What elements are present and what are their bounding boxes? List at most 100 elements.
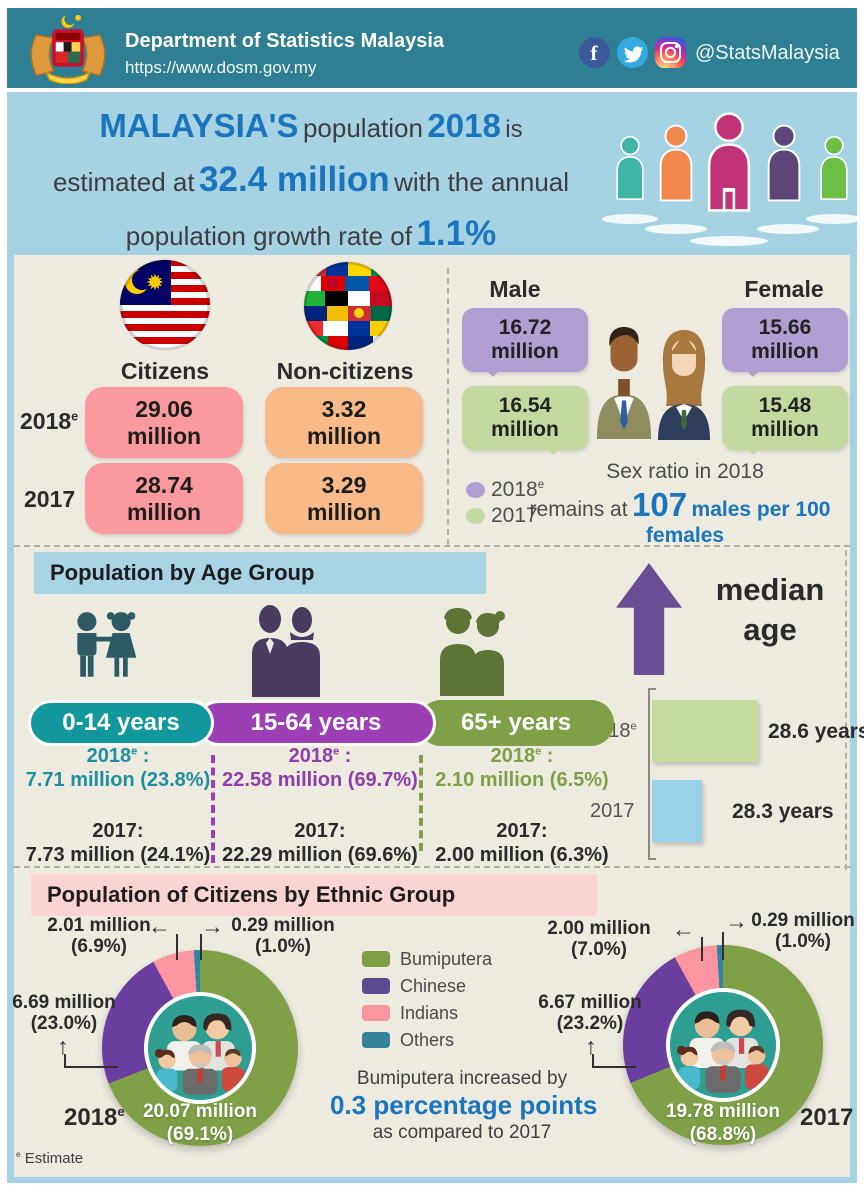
hero-line-2: estimated at 32.4 million with the annua… (52, 160, 570, 199)
median-bar-2017 (652, 780, 702, 842)
twitter-icon[interactable] (617, 37, 648, 68)
legend-2017-label: 2017 (491, 504, 538, 527)
legend-bumiputera-swatch (362, 951, 390, 967)
world-flags-globe-icon (303, 261, 393, 356)
ethnic-section-title-band: Population of Citizens by Ethnic Group (31, 874, 597, 916)
row-year-2018: 2018e (20, 408, 79, 434)
age-section-title-band: Population by Age Group (34, 552, 486, 594)
age-section-right-border (845, 550, 847, 870)
pie-2017-chinese-line (592, 1054, 636, 1068)
median-2017-label: 2017 (590, 800, 635, 822)
pie-2017-chinese-callout: 6.67 million (23.2%) (538, 992, 642, 1034)
male-avatar (595, 322, 653, 445)
pie-2017-year-label: 2017 (800, 1104, 854, 1131)
age-band-15-64: 15-64 years (196, 700, 436, 746)
male-2018-bubble: 16.72 million (462, 308, 588, 377)
age-band-65plus: 65+ years (418, 700, 614, 746)
arrow-right-icon: → (725, 908, 748, 934)
male-header: Male (489, 276, 541, 302)
female-header: Female (744, 276, 824, 302)
person-magenta-icon (698, 84, 760, 245)
hero-population-total: 32.4 million (199, 160, 390, 199)
male-2017-bubble: 16.54 million (462, 386, 588, 455)
section-divider-1 (14, 545, 850, 547)
hero-line-3: population growth rate of 1.1% (125, 214, 497, 253)
family-illustration-2018 (144, 992, 256, 1104)
header-url[interactable]: https://www.dosm.gov.my (125, 58, 317, 77)
arrow-up-icon: ↑ (57, 1033, 69, 1059)
hero-year: 2018 (427, 107, 501, 144)
hero-statement: MALAYSIA'S population 2018 is estimated … (28, 102, 594, 264)
age-65-2017-label: 2017: (496, 820, 548, 842)
ethnic-note-line3: as compared to 2017 (372, 1122, 552, 1143)
noncitizens-2018-box: 3.32 million (265, 387, 423, 458)
sex-ratio-line3: females (645, 524, 725, 547)
person-green-icon (814, 116, 854, 225)
age-0-14-2018-label: 2018e : (86, 745, 150, 767)
header-title: Department of Statistics Malaysia (125, 30, 444, 52)
age-0-14-2018-value: 7.71 million (23.8%) (25, 769, 211, 791)
arrow-left-icon: ← (148, 913, 171, 939)
pie-2017-bumiputera-value: 19.78 million (68.8%) (665, 1101, 781, 1145)
estimate-footnote: e Estimate (16, 1150, 84, 1167)
median-2018-value: 28.6 years (768, 720, 864, 743)
age-15-64-2018-label: 2018e : (288, 745, 352, 767)
pie-2018-chinese-callout: 6.69 million (23.0%) (12, 992, 116, 1034)
median-axis-bracket (648, 688, 656, 860)
facebook-icon[interactable]: f (579, 37, 610, 68)
age-15-64-2018-value: 22.58 million (69.7%) (222, 769, 418, 791)
hero-line-1: MALAYSIA'S population 2018 is (99, 107, 523, 144)
person-orange-icon (652, 98, 700, 233)
median-2017-value: 28.3 years (732, 800, 834, 823)
social-handle: @StatsMalaysia (695, 42, 840, 64)
noncitizens-2017-box: 3.29 million (265, 463, 423, 534)
sex-ratio-line1: Sex ratio in 2018 (606, 460, 764, 483)
legend-chinese-label: Chinese (400, 976, 467, 996)
legend-others-label: Others (400, 1030, 455, 1050)
arrow-up-icon: ↑ (585, 1033, 597, 1059)
pie-2018-indians-line (176, 934, 178, 960)
person-purple-icon (760, 98, 808, 233)
legend-2017-dot (466, 508, 485, 524)
female-2017-bubble: 15.48 million (722, 386, 848, 455)
ethnic-note-line2: 0.3 percentage points (330, 1090, 598, 1120)
header: Department of Statistics Malaysia https:… (7, 8, 857, 88)
noncitizens-column-header: Non-citizens (276, 358, 414, 384)
age-15-64-2017-label: 2017: (294, 820, 346, 842)
median-bar-2018 (652, 700, 758, 762)
ethnic-note-line1: Bumiputera increased by (356, 1068, 568, 1089)
person-teal-icon (610, 116, 650, 225)
facebook-f-glyph: f (591, 41, 599, 65)
instagram-icon[interactable] (655, 37, 686, 68)
age-divider-green (419, 755, 423, 851)
pie-2018-others-callout: 0.29 million (1.0%) (231, 915, 335, 957)
hero-malaysias: MALAYSIA'S (99, 107, 299, 144)
sex-ratio-number: 107 (632, 486, 688, 523)
sex-ratio-line2: remains at 107 males per 100 (529, 486, 831, 523)
female-2018-bubble: 15.66 million (722, 308, 848, 377)
citizens-2018-box: 29.06 million (85, 387, 243, 458)
legend-indians-label: Indians (400, 1003, 459, 1023)
malaysia-coat-of-arms-icon (24, 12, 112, 85)
pie-2018-bumiputera-value: 20.07 million (69.1%) (142, 1101, 258, 1145)
pie-2017-indians-line (701, 937, 703, 961)
arrow-right-icon: → (201, 913, 224, 939)
pie-2018-others-line (200, 934, 202, 960)
hero-growth-rate: 1.1% (416, 214, 497, 253)
pie-2017-others-line (722, 932, 724, 960)
legend-2018-label: 2018e (491, 478, 545, 501)
legend-chinese-swatch (362, 978, 390, 994)
pie-2018-year-label: 2018e (64, 1104, 125, 1131)
family-illustration-2017 (666, 988, 780, 1102)
legend-indians-swatch (362, 1005, 390, 1021)
elderly-icon (430, 604, 514, 701)
malaysia-flag-icon: ✹ (119, 259, 211, 356)
pie-2017-indians-callout: 2.00 million (7.0%) (547, 918, 651, 960)
age-15-64-2017-value: 22.29 million (69.6%) (222, 844, 418, 866)
children-icon (66, 607, 142, 702)
median-title-1: median (715, 572, 825, 607)
citizens-column-header: Citizens (120, 358, 210, 384)
pie-2017-others-callout: 0.29 million (1.0%) (751, 910, 855, 952)
age-0-14-2017-label: 2017: (92, 820, 144, 842)
